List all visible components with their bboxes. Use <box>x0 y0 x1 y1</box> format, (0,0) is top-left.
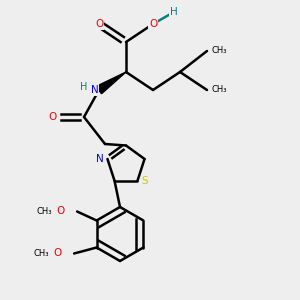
Text: O: O <box>95 19 103 29</box>
Text: O: O <box>56 206 65 217</box>
Text: H: H <box>80 82 88 92</box>
Text: CH₃: CH₃ <box>211 46 227 56</box>
Text: CH₃: CH₃ <box>211 85 227 94</box>
Text: O: O <box>53 248 62 259</box>
Text: O: O <box>149 19 157 29</box>
Polygon shape <box>97 72 126 94</box>
Text: N: N <box>91 85 98 95</box>
Text: H: H <box>170 7 178 17</box>
Text: N: N <box>96 154 104 164</box>
Text: O: O <box>48 112 57 122</box>
Text: S: S <box>142 176 148 186</box>
Text: CH₃: CH₃ <box>36 207 52 216</box>
Text: CH₃: CH₃ <box>33 249 49 258</box>
